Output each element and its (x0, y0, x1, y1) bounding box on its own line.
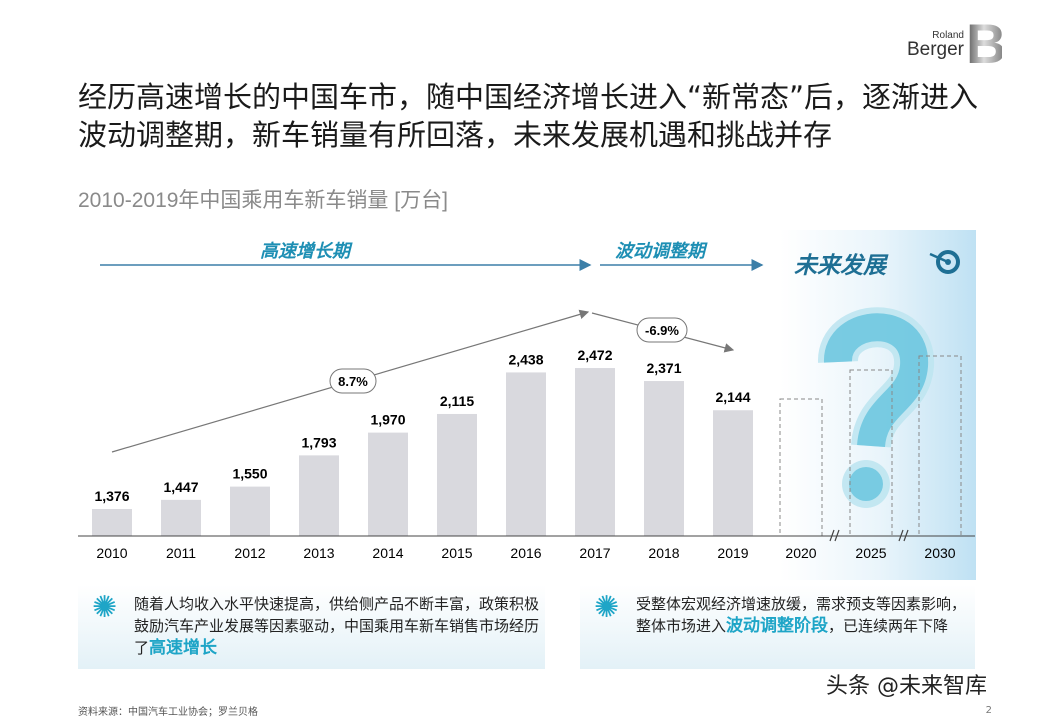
x-tick-2011: 2011 (166, 545, 196, 561)
bar-2011 (161, 499, 201, 536)
phase-future-label: 未来发展 (794, 253, 889, 279)
growth-insight-box: ✺ 随着人均收入水平快速提高，供给侧产品不断丰富，政策积极鼓励汽车产业发展等因素… (78, 585, 545, 669)
data-label-2011: 1,447 (163, 479, 198, 495)
x-tick-2030: 2030 (924, 545, 955, 561)
box-text: 受整体宏观经济增速放缓，需求预支等因素影响，整体市场进入 (636, 595, 967, 635)
bar-2014 (368, 432, 408, 536)
question-mark-icon (818, 307, 934, 508)
x-tick-2019: 2019 (717, 545, 748, 561)
forecast-bar-2020 (779, 398, 823, 537)
data-label-2015: 2,115 (440, 393, 474, 409)
data-label-2013: 1,793 (301, 434, 336, 450)
page-title: 经历高速增长的中国车市，随中国经济增长进入“新常态”后，逐渐进入波动调整期，新车… (78, 80, 979, 152)
watermark: 头条 @未来智库 (826, 674, 987, 699)
box-highlight: 高速增长 (149, 638, 218, 658)
x-tick-2013: 2013 (303, 545, 334, 561)
x-tick-2012: 2012 (234, 545, 265, 561)
cagr-label: 8.7% (338, 374, 368, 389)
data-label-2018: 2,371 (646, 360, 681, 376)
x-tick-2017: 2017 (579, 545, 610, 561)
lightbulb-gear-icon: ✺ (92, 590, 118, 625)
bar-2019 (713, 410, 753, 536)
logo-mark: B (966, 12, 1007, 75)
phase-growth-label: 高速增长期 (260, 241, 353, 262)
logo-line1: Roland (932, 29, 964, 41)
x-tick-2020: 2020 (785, 545, 816, 561)
x-tick-2016: 2016 (510, 545, 541, 561)
phase-adjust-label: 波动调整期 (615, 241, 708, 262)
data-label-2017: 2,472 (577, 347, 612, 363)
data-label-2010: 1,376 (94, 488, 129, 504)
page-number: 2 (985, 705, 992, 716)
chart-subtitle: 2010-2019年中国乘用车新车销量 [万台] (78, 189, 448, 212)
bar-2018 (644, 381, 684, 536)
data-label-2019: 2,144 (715, 389, 750, 405)
bar-2010 (92, 508, 132, 536)
box-text: 随着人均收入水平快速提高，供给侧产品不断丰富，政策积极鼓励汽车产业发展等因素驱动… (134, 595, 540, 657)
bar-2015 (437, 413, 477, 536)
roland-berger-logo: Roland Berger B (906, 12, 1007, 75)
logo-line2: Berger (906, 38, 964, 60)
source-note: 资料来源：中国汽车工业协会；罗兰贝格 (78, 707, 258, 718)
box-highlight: 波动调整阶段 (726, 616, 829, 636)
target-icon (929, 250, 960, 274)
box-tail: ，已连续两年下降 (828, 617, 949, 635)
bar-2016 (506, 372, 546, 536)
x-tick-2018: 2018 (648, 545, 679, 561)
adjust-insight-box: ✺ 受整体宏观经济增速放缓，需求预支等因素影响，整体市场进入波动调整阶段，已连续… (580, 585, 975, 669)
decline-label: -6.9% (645, 323, 679, 338)
data-label-2012: 1,550 (232, 466, 267, 482)
cagr-badge (329, 368, 377, 394)
forecast-bar-2030 (918, 355, 962, 537)
x-tick-2010: 2010 (96, 545, 127, 561)
axis-break (829, 529, 909, 542)
bar-2013 (299, 455, 339, 536)
x-tick-2015: 2015 (441, 545, 472, 561)
data-label-2016: 2,438 (508, 351, 543, 367)
data-label-2014: 1,970 (370, 412, 405, 428)
lightbulb-gear-icon: ✺ (594, 590, 620, 625)
bar-2012 (230, 486, 270, 536)
x-tick-2025: 2025 (855, 545, 886, 561)
x-tick-2014: 2014 (372, 545, 403, 561)
forecast-bar-2025 (849, 369, 893, 537)
decline-badge (636, 317, 688, 343)
bar-2017 (575, 368, 615, 536)
